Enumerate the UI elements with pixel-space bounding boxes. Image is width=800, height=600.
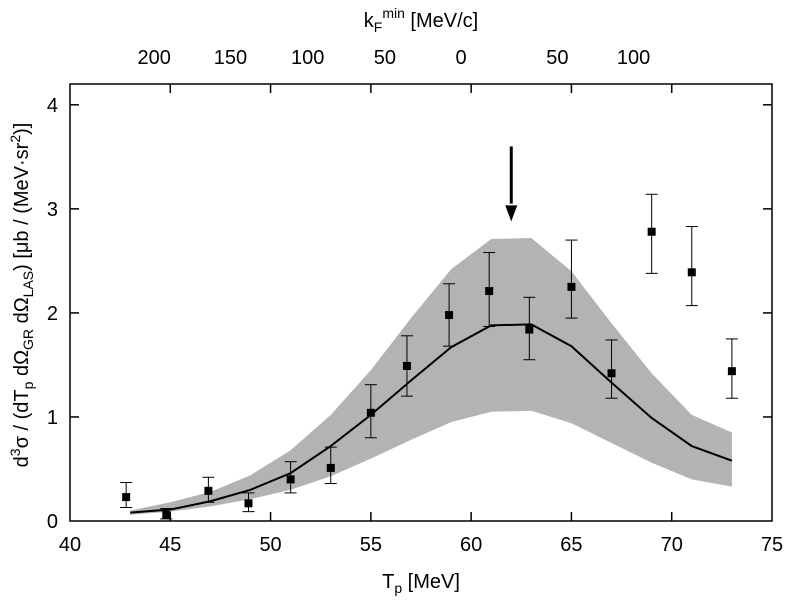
data-point [400, 335, 413, 397]
x-tick-label: 55 [360, 534, 382, 556]
data-point [284, 461, 297, 494]
data-marker [326, 463, 335, 472]
top-tick-label: 100 [291, 47, 324, 69]
y-tick-label: 3 [47, 199, 58, 221]
data-point [120, 482, 133, 508]
ticks-layer: 40 45 50 55 60 65 70 75 0 1 2 3 4 200 150 100 50 0 50 100 [47, 47, 783, 556]
top-tick-label: 200 [138, 47, 171, 69]
data-marker [525, 325, 534, 334]
data-points-layer [120, 193, 738, 520]
data-point [483, 252, 496, 327]
top-tick-label: 50 [374, 47, 396, 69]
plot-frame [69, 83, 773, 522]
data-point [725, 338, 738, 399]
data-point [443, 283, 456, 347]
x-tick-label: 40 [59, 534, 81, 556]
data-point [645, 193, 658, 274]
x-tick-label: 65 [560, 534, 582, 556]
y-axis-title: d3σ / (dTp dΩGR dΩLAS) [μb / (MeV·sr2)] [7, 123, 36, 468]
data-marker [445, 310, 454, 319]
x-tick-label: 60 [460, 534, 482, 556]
data-point [160, 508, 173, 520]
data-marker [485, 287, 494, 296]
uncertainty-band [130, 237, 732, 515]
data-point [242, 492, 255, 513]
data-marker [244, 499, 253, 508]
data-marker [727, 367, 736, 376]
arrow-layer [505, 146, 518, 222]
data-point [685, 226, 698, 307]
data-point [565, 239, 578, 319]
top-axis-title: kFmin [MeV/c] [364, 5, 478, 35]
data-marker [687, 268, 696, 277]
data-point [605, 339, 618, 399]
data-marker [647, 227, 656, 236]
x-tick-label: 45 [159, 534, 181, 556]
uncertainty-band-layer [130, 237, 732, 515]
data-marker [402, 361, 411, 370]
data-point [523, 296, 536, 361]
x-tick-label: 75 [761, 534, 783, 556]
data-point [324, 446, 337, 485]
x-tick-label: 70 [661, 534, 683, 556]
model-curve [130, 323, 733, 514]
data-marker [162, 510, 171, 519]
top-tick-label: 100 [617, 47, 650, 69]
arrow-head [505, 205, 518, 222]
top-tick-label: 0 [456, 47, 467, 69]
top-tick-label: 150 [214, 47, 247, 69]
data-point [364, 384, 377, 439]
data-point [202, 476, 215, 503]
data-marker [122, 493, 131, 502]
top-tick-label: 50 [546, 47, 568, 69]
model-line-layer [130, 323, 733, 514]
axes-layer [69, 83, 773, 522]
data-marker [286, 475, 295, 484]
x-axis-title: Tp [MeV] [382, 571, 460, 596]
y-tick-label: 4 [47, 95, 58, 117]
x-tick-label: 50 [259, 534, 281, 556]
y-tick-label: 2 [47, 303, 58, 325]
data-marker [366, 408, 375, 417]
y-tick-label: 0 [47, 511, 58, 533]
data-marker [204, 486, 213, 495]
data-marker [567, 282, 576, 291]
y-tick-label: 1 [47, 407, 58, 429]
data-marker [607, 369, 616, 378]
